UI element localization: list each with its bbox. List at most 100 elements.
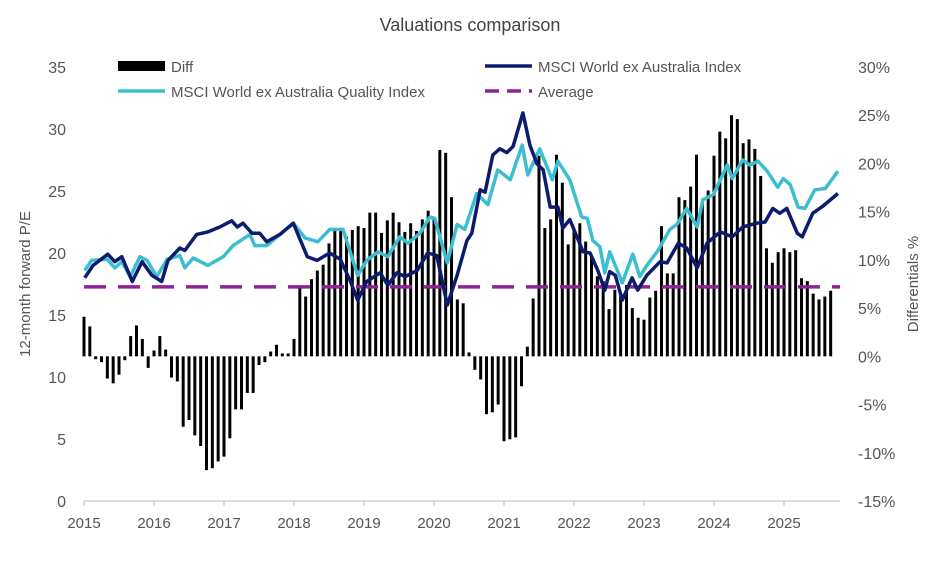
diff-bar <box>700 202 704 357</box>
y-tick-label-left: 20 <box>48 246 66 263</box>
diff-bar <box>269 351 273 357</box>
diff-bar <box>642 319 646 357</box>
diff-bar <box>776 252 780 357</box>
legend-swatch-diff <box>118 61 165 71</box>
diff-bar <box>706 190 710 357</box>
diff-bar <box>345 236 348 357</box>
diff-bar <box>625 284 628 357</box>
diff-bar <box>788 252 792 357</box>
diff-bar <box>286 353 290 357</box>
diff-bar <box>514 356 518 438</box>
diff-bar <box>712 155 716 357</box>
y-tick-label-right: 10% <box>858 253 890 270</box>
diff-bar <box>403 231 407 357</box>
diff-bar <box>304 296 308 357</box>
x-tick-label: 2022 <box>557 515 590 532</box>
diff-bar <box>811 293 815 357</box>
x-tick-label: 2025 <box>767 515 800 532</box>
diff-bar <box>560 182 564 357</box>
diff-bar <box>467 352 471 357</box>
diff-bar <box>654 290 658 357</box>
diff-bar <box>520 356 523 387</box>
x-tick-label: 2018 <box>277 515 310 532</box>
diff-bar <box>595 276 599 357</box>
x-tick-label: 2021 <box>487 515 520 532</box>
x-tick-label: 2020 <box>417 515 450 532</box>
legend-label-msci: MSCI World ex Australia Index <box>538 59 742 76</box>
legend-item-average: Average <box>485 84 594 101</box>
x-tick-label: 2024 <box>697 515 730 532</box>
diff-bar <box>485 356 488 415</box>
diff-bar <box>677 197 681 357</box>
diff-bar <box>362 228 366 357</box>
x-tick-label: 2015 <box>67 515 100 532</box>
diff-bar <box>129 336 133 357</box>
y-tick-label-right: 25% <box>858 108 890 125</box>
diff-bar <box>770 262 774 357</box>
y-axis-label-right: Differentials % <box>905 236 922 332</box>
diff-bar <box>111 356 115 384</box>
diff-bar <box>607 309 611 357</box>
diff-bar <box>391 212 395 357</box>
msci-world-line <box>83 111 840 307</box>
diff-bar <box>525 346 529 357</box>
diff-bar <box>146 356 150 368</box>
diff-bar <box>537 155 541 357</box>
diff-bar <box>275 344 278 357</box>
diff-bar <box>385 220 389 357</box>
diff-bar <box>234 356 238 410</box>
diff-bar <box>508 356 512 440</box>
diff-bar <box>741 143 745 357</box>
diff-bar <box>356 226 360 357</box>
diff-bar <box>648 297 652 357</box>
legend: Diff MSCI World ex Australia Index MSCI … <box>118 59 742 101</box>
legend-item-quality: MSCI World ex Australia Quality Index <box>118 84 425 101</box>
x-tick-label: 2019 <box>347 515 380 532</box>
diff-bar <box>426 210 430 357</box>
diff-bar <box>823 296 827 357</box>
diff-bar <box>718 131 722 357</box>
diff-bar <box>689 186 693 357</box>
y-tick-label-left: 15 <box>48 308 66 325</box>
diff-bar <box>601 281 605 357</box>
legend-item-diff: Diff <box>118 59 194 76</box>
y-tick-label-left: 10 <box>48 370 66 387</box>
diff-bar <box>315 270 319 357</box>
diff-bar <box>310 279 313 357</box>
diff-bar <box>88 326 92 357</box>
diff-bar <box>409 223 413 357</box>
chart-title: Valuations comparison <box>380 15 561 35</box>
diff-bar <box>455 299 459 357</box>
diff-bar <box>805 281 809 357</box>
diff-bar <box>251 356 255 393</box>
diff-bar <box>187 356 191 420</box>
diff-bar <box>193 356 197 436</box>
diff-bars <box>82 115 833 471</box>
diff-bar <box>105 356 109 379</box>
diff-bar <box>397 222 401 357</box>
diff-bar <box>765 248 768 357</box>
diff-bar <box>753 148 757 357</box>
diff-bar <box>170 356 173 378</box>
diff-bar <box>543 228 547 357</box>
y-axis-label-left: 12-month forward P/E <box>17 211 34 357</box>
diff-bar <box>747 139 751 357</box>
diff-bar <box>321 264 325 357</box>
x-tick-label: 2016 <box>137 515 170 532</box>
x-tick-label: 2023 <box>627 515 660 532</box>
diff-bar <box>683 200 687 357</box>
diff-bar <box>100 356 103 363</box>
diff-bar <box>496 356 500 405</box>
diff-bar <box>228 356 232 439</box>
y-tick-label-left: 5 <box>57 432 66 449</box>
diff-bar <box>205 356 208 471</box>
diff-bar <box>619 295 623 357</box>
diff-bar <box>555 154 558 357</box>
diff-bar <box>415 230 418 357</box>
legend-label-average: Average <box>538 84 594 101</box>
legend-item-msci: MSCI World ex Australia Index <box>485 59 742 76</box>
diff-bar <box>164 349 168 357</box>
diff-bar <box>817 299 821 357</box>
diff-bar <box>438 149 442 357</box>
diff-bar <box>671 273 675 357</box>
